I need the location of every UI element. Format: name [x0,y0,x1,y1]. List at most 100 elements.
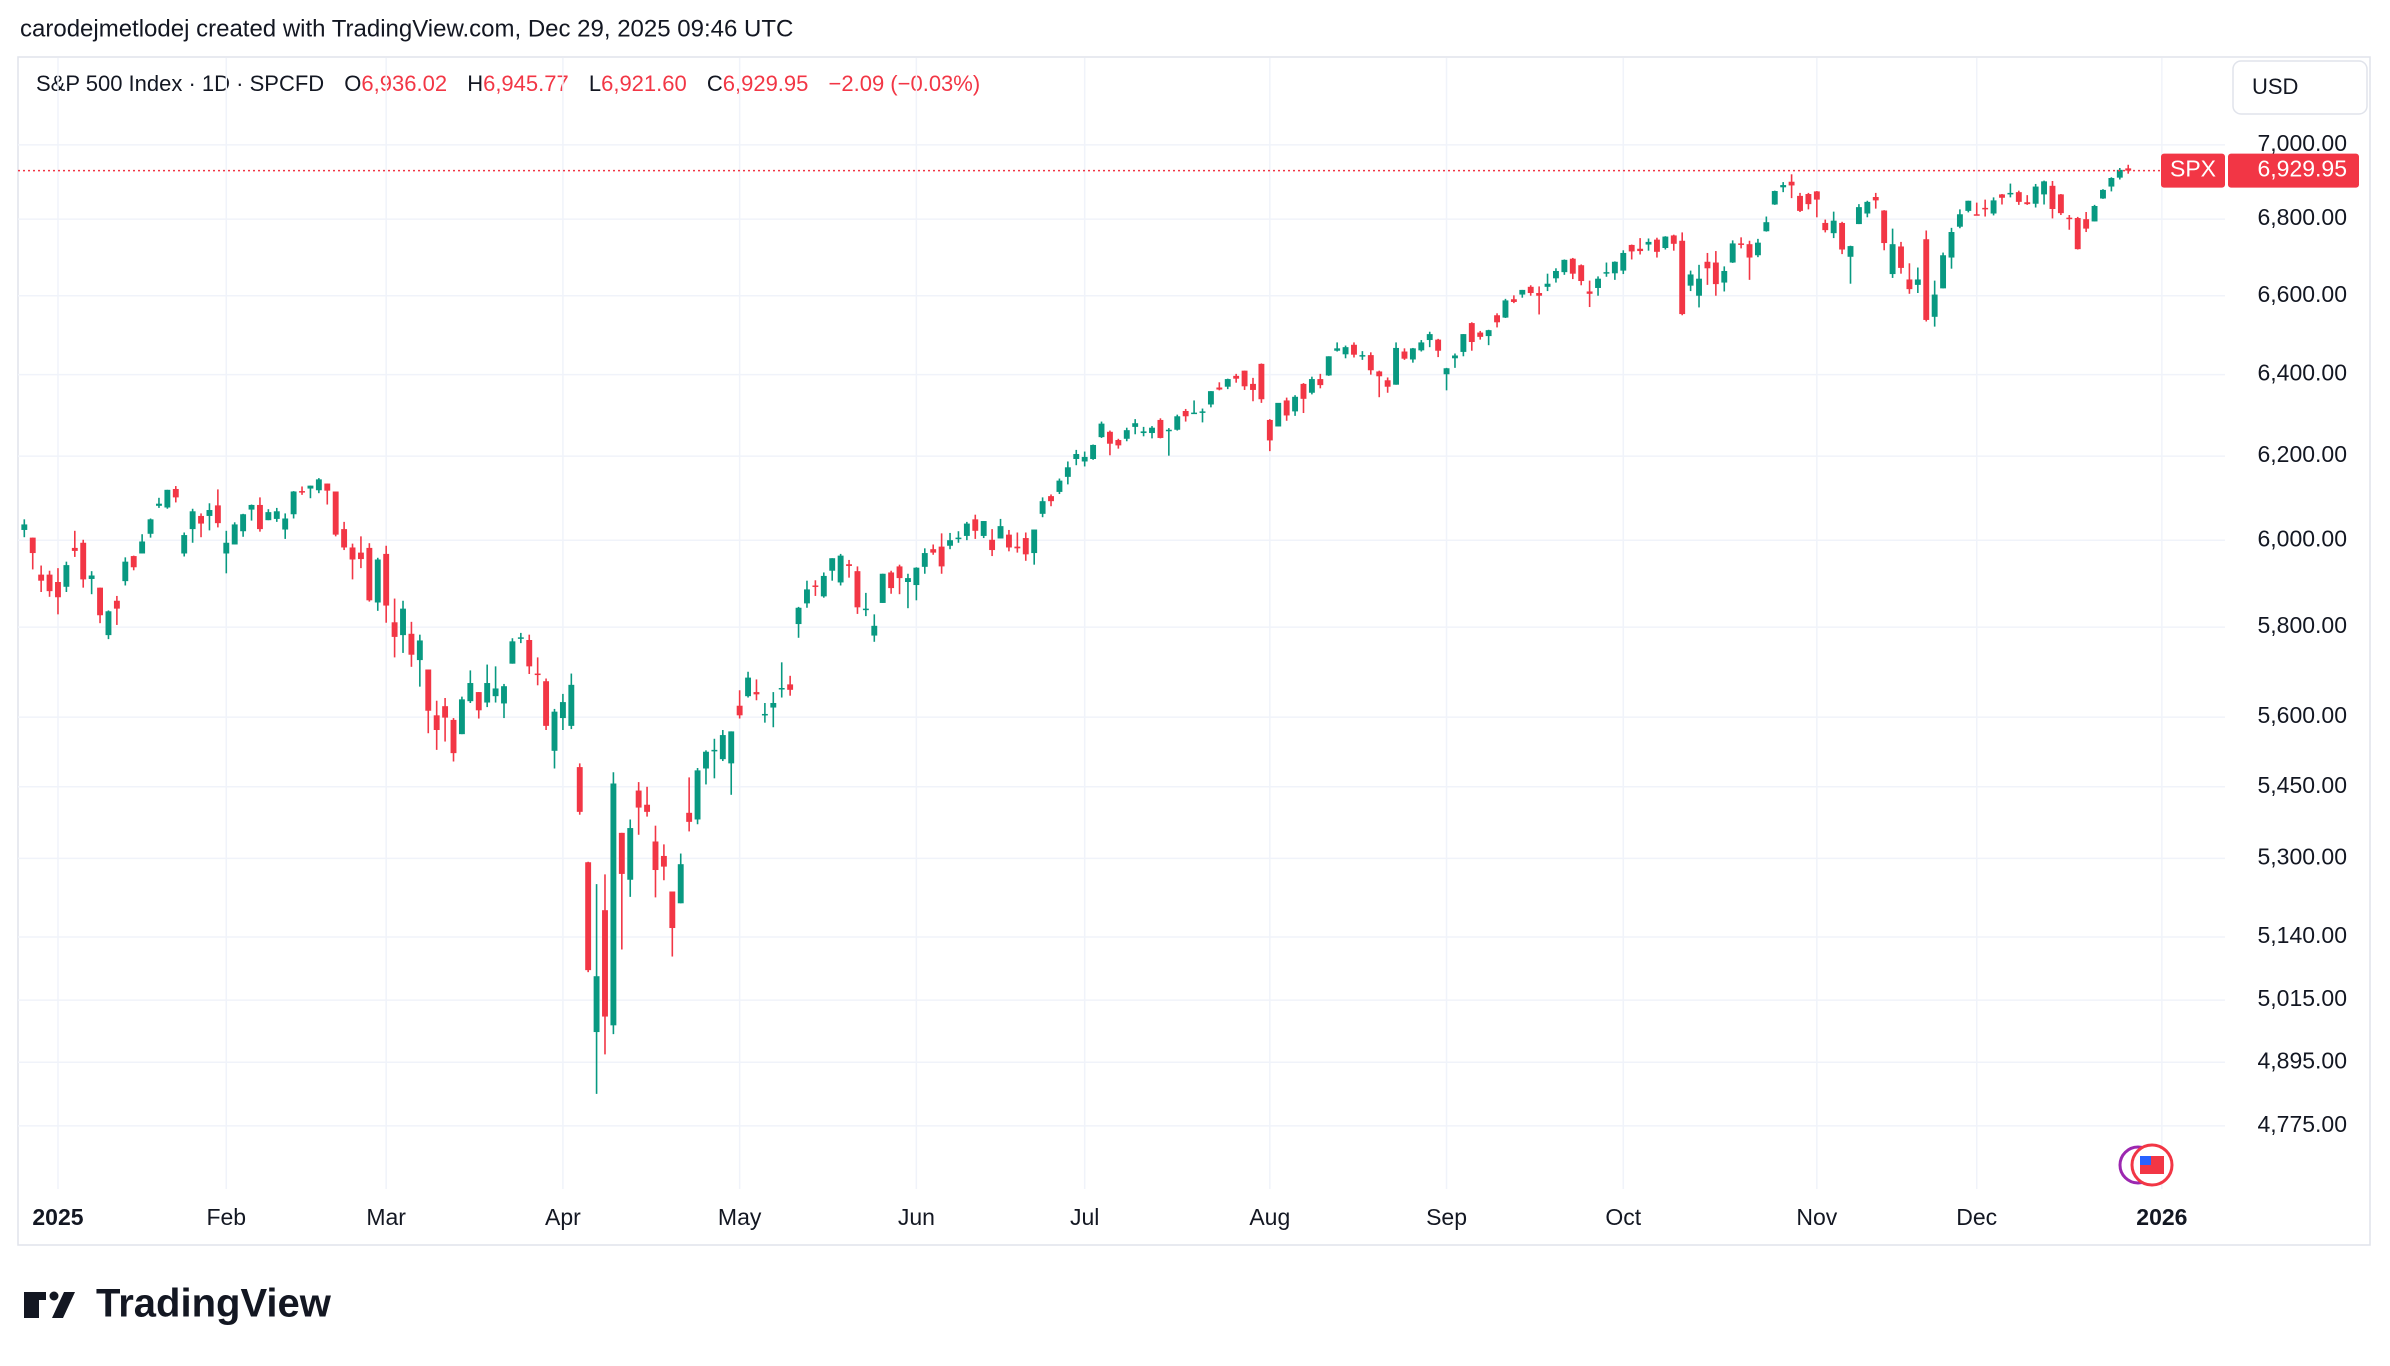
y-tick-label: 6,200.00 [2257,441,2347,467]
x-tick-label: Jul [1070,1204,1099,1230]
candle-body [2125,168,2132,171]
candle-body [290,491,297,515]
candle-body [1653,239,1660,252]
candle-body [879,573,886,603]
candle-body [164,489,171,508]
logo-dot [49,1291,59,1301]
candle-body [761,713,768,716]
candle-body [1123,430,1130,439]
candle-body [2083,219,2090,229]
candle-body [383,553,390,606]
candle-body [509,641,516,664]
candle-body [559,702,566,719]
x-tick-label: Sep [1426,1204,1467,1230]
candle-body [2007,192,2014,195]
candle-body [652,841,659,871]
candle-body [1031,529,1038,554]
candle-body [29,537,36,554]
candle-body [2041,181,2048,195]
grid [18,58,2225,1189]
candle-body [1763,222,1770,232]
candle-body [139,541,146,554]
candle-body [778,688,785,690]
candle-body [1165,429,1172,432]
candle-body [433,715,440,731]
candle-body [189,511,196,530]
candle-body [113,600,120,609]
open-label: O [344,71,361,96]
candle-body [1973,214,1980,216]
candle-body [1334,348,1341,351]
logo-mark [24,1292,75,1318]
candle-body [963,523,970,536]
candle-body [1199,411,1206,413]
candle-body [2057,194,2064,214]
currency-button[interactable] [2232,60,2368,115]
candle-body [492,688,499,697]
candle-body [324,483,331,491]
logo-text: TradingView [96,1282,332,1326]
y-tick-label: 5,140.00 [2257,922,2347,948]
y-tick-label: 5,600.00 [2257,702,2347,728]
y-tick-label: 5,300.00 [2257,843,2347,869]
candle-body [1090,444,1097,459]
candle-body [846,564,852,566]
candle-body [349,547,356,560]
candle-body [467,683,474,702]
candle-body [1729,243,1736,263]
candle-body [1822,222,1829,231]
y-tick-label: 6,000.00 [2257,525,2347,551]
candle-body [1855,207,1862,225]
candle-body [1881,210,1888,244]
currency[interactable]: USD [2252,74,2298,99]
candle-body [1401,351,1408,359]
x-tick-label: Apr [545,1204,581,1230]
candle-body [1502,300,1509,318]
candle-body [1014,546,1021,549]
y-tick-label: 4,775.00 [2257,1111,2347,1137]
candle-body [2108,178,2115,187]
candle-body [1258,363,1265,400]
candle-body [955,537,962,540]
candle-body [172,488,179,498]
candle-body [1712,262,1719,285]
caption: carodejmetlodej created with TradingView… [20,15,793,42]
candle-body [484,683,491,703]
candle-body [1872,197,1879,201]
candle-body [1696,278,1702,296]
candle-body [1494,315,1500,323]
candle-body [1359,355,1366,357]
candle-body [1064,467,1071,477]
candle-body [753,692,760,695]
candle-body [282,518,289,530]
candle-body [1990,200,1997,214]
candle-body [1898,246,1904,268]
x-tick-label: 2026 [2136,1204,2187,1230]
candle-body [1367,355,1374,371]
candle-body [341,529,348,548]
candle-body [2091,206,2098,222]
candle-body [1132,423,1139,427]
candle-body [1149,427,1155,434]
candle-body [1056,480,1063,492]
y-tick-label: 7,000.00 [2257,130,2347,156]
candle-body [1687,274,1694,286]
candle-body [1956,214,1963,227]
candle-body [1443,368,1450,375]
candle-body [829,558,836,571]
candle-body [442,706,449,718]
candle-body [1308,379,1315,393]
candle-body [820,575,827,597]
candle-body [1039,501,1046,514]
candle-body [1569,258,1576,274]
candle-body [1771,191,1778,205]
candle-body [972,519,979,531]
candle-body [315,479,322,491]
candle-body [660,855,667,867]
candle-body [1233,375,1240,379]
candle-body [1005,534,1012,548]
icon-flag-canton [2140,1156,2151,1165]
candle-body [1611,261,1618,274]
close-label: C [707,71,723,96]
